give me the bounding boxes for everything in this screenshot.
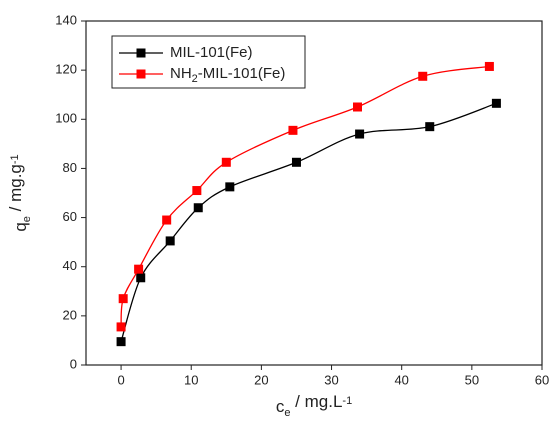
legend-label-part: MIL-101(Fe)	[170, 44, 253, 61]
y-tick-label: 60	[63, 209, 77, 224]
legend-label-part: 2	[192, 73, 198, 85]
y-tick-label: 100	[55, 111, 77, 126]
marker	[225, 182, 235, 192]
x-axis-label-part: e	[284, 407, 290, 419]
x-axis-label-part: c	[276, 397, 285, 416]
x-tick-label: 0	[117, 372, 124, 387]
marker	[192, 186, 202, 196]
marker	[221, 157, 231, 167]
y-tick-label: 80	[63, 160, 77, 175]
x-axis-label-part: -1	[342, 395, 352, 407]
marker	[116, 322, 126, 332]
x-tick-label: 20	[254, 372, 268, 387]
y-axis-label-part: e	[21, 216, 33, 222]
plot-frame	[85, 20, 543, 366]
y-tick-label: 40	[63, 258, 77, 273]
marker	[118, 294, 128, 304]
legend-marker	[136, 48, 146, 58]
x-tick-label: 30	[324, 372, 338, 387]
y-tick-label: 120	[55, 62, 77, 77]
marker	[288, 125, 298, 135]
y-tick-label: 140	[55, 12, 77, 27]
marker	[418, 71, 428, 81]
y-axis-label-part: -1	[9, 154, 21, 164]
legend-label-part: NH	[170, 65, 192, 82]
legend-label-part: -MIL-101(Fe)	[198, 65, 286, 82]
marker	[491, 98, 501, 108]
marker	[484, 61, 494, 71]
marker	[116, 337, 126, 347]
marker	[291, 157, 301, 167]
marker	[165, 236, 175, 246]
x-axis-label-part: / mg.L	[290, 392, 342, 411]
x-tick-label: 60	[535, 372, 549, 387]
y-tick-label: 20	[63, 307, 77, 322]
x-tick-label: 50	[465, 372, 479, 387]
x-tick-label: 10	[184, 372, 198, 387]
marker	[134, 264, 144, 274]
marker	[136, 273, 146, 283]
marker	[193, 203, 203, 213]
legend-marker	[136, 69, 146, 79]
legend-box	[111, 35, 306, 89]
y-axis-label-part: / mg.g	[6, 164, 25, 216]
marker	[162, 215, 172, 225]
series-line	[120, 65, 490, 327]
marker	[355, 129, 365, 139]
x-tick-label: 40	[394, 372, 408, 387]
legend-label: MIL-101(Fe)	[170, 44, 253, 61]
marker	[425, 122, 435, 132]
marker	[352, 102, 362, 112]
y-tick-label: 0	[70, 356, 77, 371]
y-axis-label: qe / mg.g-1	[6, 154, 32, 231]
legend-label: NH2-MIL-101(Fe)	[170, 65, 285, 85]
series-line	[120, 102, 497, 342]
y-axis-label-part: q	[11, 222, 30, 231]
x-axis-label: ce / mg.L-1	[276, 392, 352, 418]
